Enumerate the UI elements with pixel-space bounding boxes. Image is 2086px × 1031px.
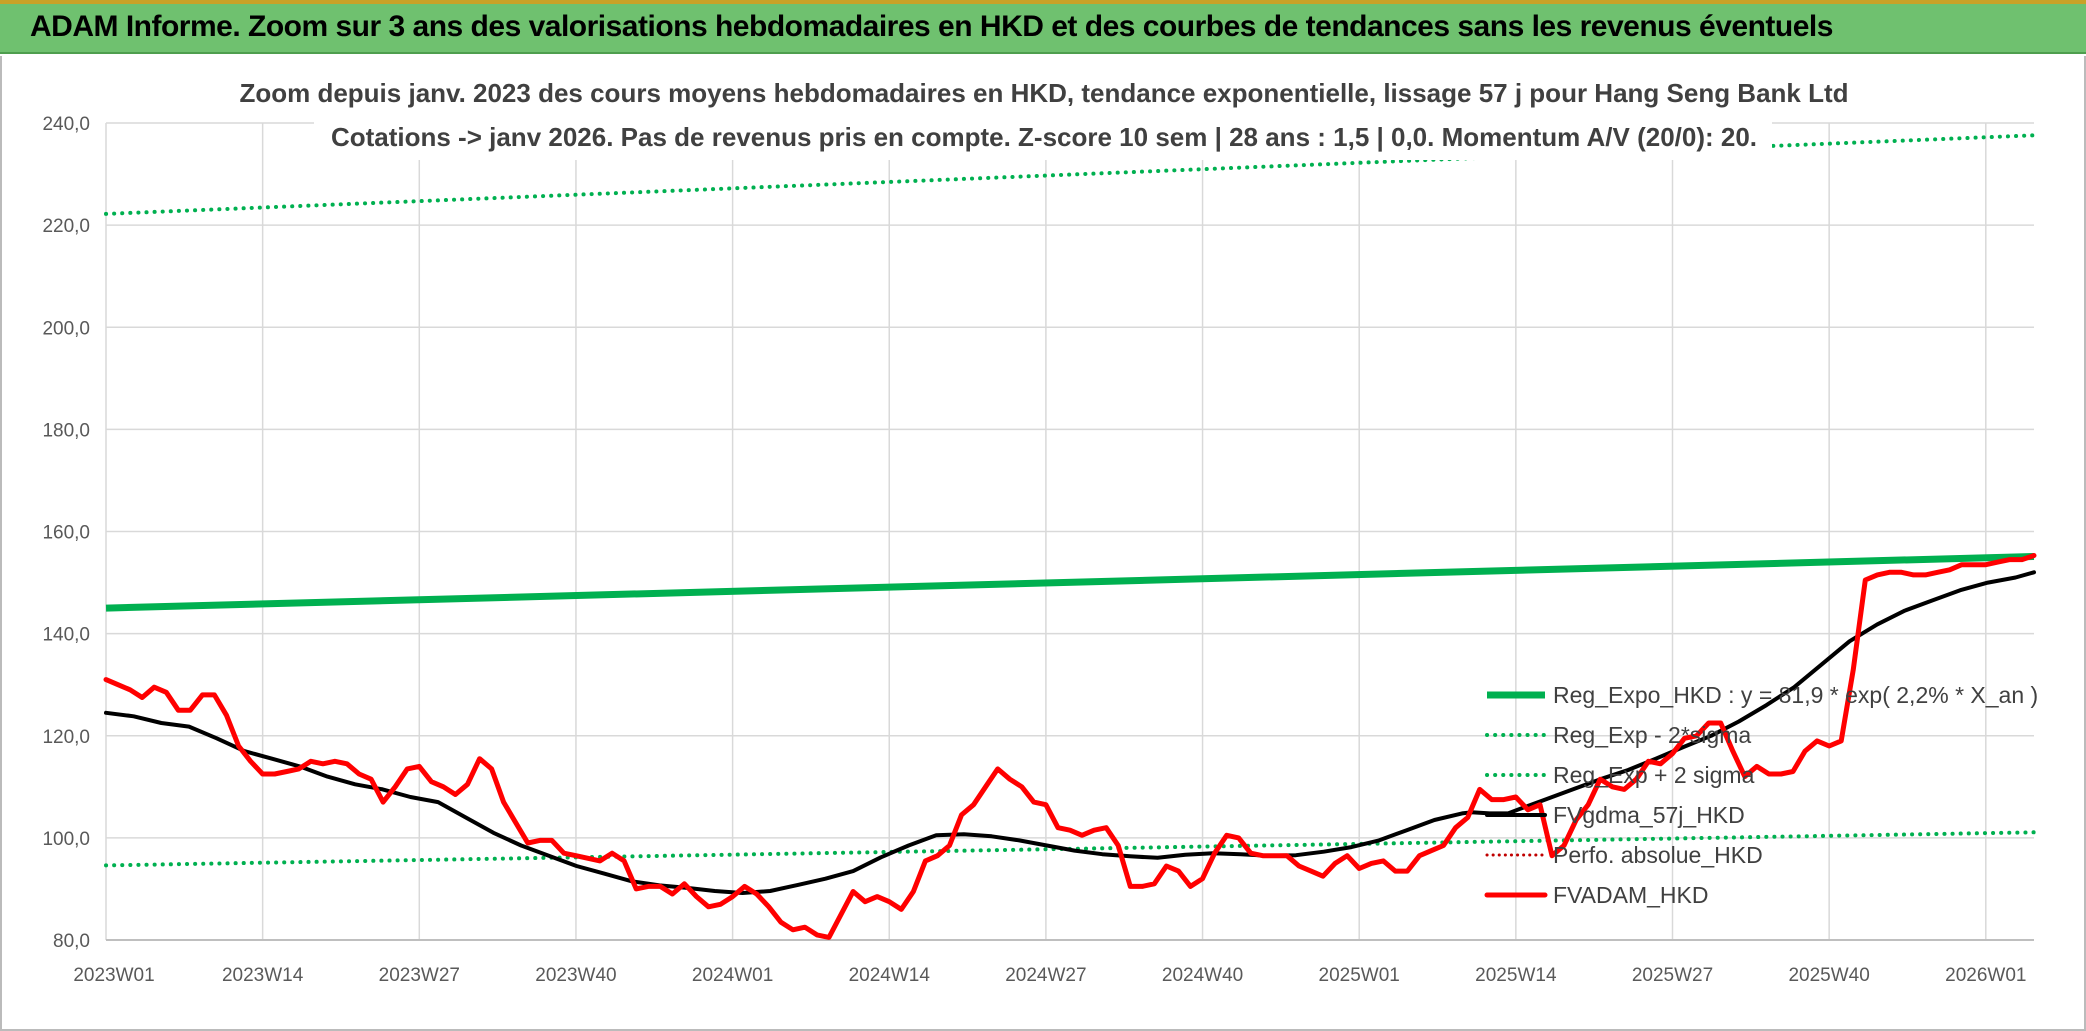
y-tick-label: 240,0 xyxy=(42,114,90,135)
x-tick-label: 2023W01 xyxy=(73,965,154,986)
series-line-6 xyxy=(103,553,2037,940)
x-tick-label: 2025W27 xyxy=(1632,965,1713,986)
x-tick-label: 2024W14 xyxy=(849,965,931,986)
y-tick-label: 120,0 xyxy=(42,727,90,748)
chart-title-line-2: Cotations -> janv 2026. Pas de revenus p… xyxy=(331,122,1757,152)
legend-label-1: Reg_Expo_HKD : y = 81,9 * exp( 2,2% * X_… xyxy=(1553,682,2038,708)
x-tick-label: 2024W40 xyxy=(1162,965,1243,986)
line-chart: 80,0 100,0 120,0 140,0 160,0 180,0 200,0 220,0 2… xyxy=(42,58,2038,986)
chart-legend: Reg_Expo_HKD : y = 81,9 * exp( 2,2% * X_… xyxy=(1484,682,2038,908)
grid-lines xyxy=(105,122,2034,941)
y-tick-label: 100,0 xyxy=(42,829,90,850)
x-tick-label: 2025W01 xyxy=(1319,965,1400,986)
chart-title-block: Zoom depuis janv. 2023 des cours moyens … xyxy=(239,58,1849,160)
series-line-4 xyxy=(104,570,2036,895)
x-tick-label: 2024W01 xyxy=(692,965,773,986)
x-tick-label: 2024W27 xyxy=(1005,965,1086,986)
x-tick-label: 2025W14 xyxy=(1475,965,1557,986)
x-tick-label: 2026W01 xyxy=(1945,965,2026,986)
top-accent-rule xyxy=(0,0,2086,4)
y-tick-label: 180,0 xyxy=(42,420,90,441)
y-tick-label: 140,0 xyxy=(42,625,90,646)
legend-label-4: FVgdma_57j_HKD xyxy=(1553,802,1745,828)
y-tick-label: 200,0 xyxy=(42,318,90,339)
x-axis-ticks: 2023W01 2023W14 2023W27 2023W40 2024W01 2024W… xyxy=(73,965,2026,986)
x-tick-label: 2023W40 xyxy=(535,965,616,986)
x-tick-label: 2023W14 xyxy=(222,965,304,986)
series-line-1 xyxy=(105,553,2035,612)
chart-title-line-1: Zoom depuis janv. 2023 des cours moyens … xyxy=(239,78,1848,108)
y-axis-ticks: 80,0 100,0 120,0 140,0 160,0 180,0 200,0 220,0 2… xyxy=(42,114,90,952)
legend-label-2: Reg_Exp - 2*sigma xyxy=(1553,722,1751,748)
chart-frame: 80,0 100,0 120,0 140,0 160,0 180,0 200,0 220,0 2… xyxy=(0,56,2086,1031)
x-tick-label: 2025W40 xyxy=(1788,965,1869,986)
y-tick-label: 80,0 xyxy=(53,931,90,952)
report-title: ADAM Informe. Zoom sur 3 ans des valoris… xyxy=(30,10,1833,43)
report-banner: ADAM Informe. Zoom sur 3 ans des valoris… xyxy=(0,4,2086,54)
y-tick-label: 220,0 xyxy=(42,216,90,237)
chart-title-background xyxy=(314,58,1772,160)
series-line-3 xyxy=(104,133,2036,216)
y-tick-label: 160,0 xyxy=(42,523,90,544)
legend-label-5: Perfo. absolue_HKD xyxy=(1553,842,1763,868)
legend-label-3: Reg_Exp + 2 sigma xyxy=(1553,762,1755,788)
series-lines xyxy=(103,133,2037,940)
legend-label-6: FVADAM_HKD xyxy=(1553,882,1709,908)
x-tick-label: 2023W27 xyxy=(379,965,460,986)
